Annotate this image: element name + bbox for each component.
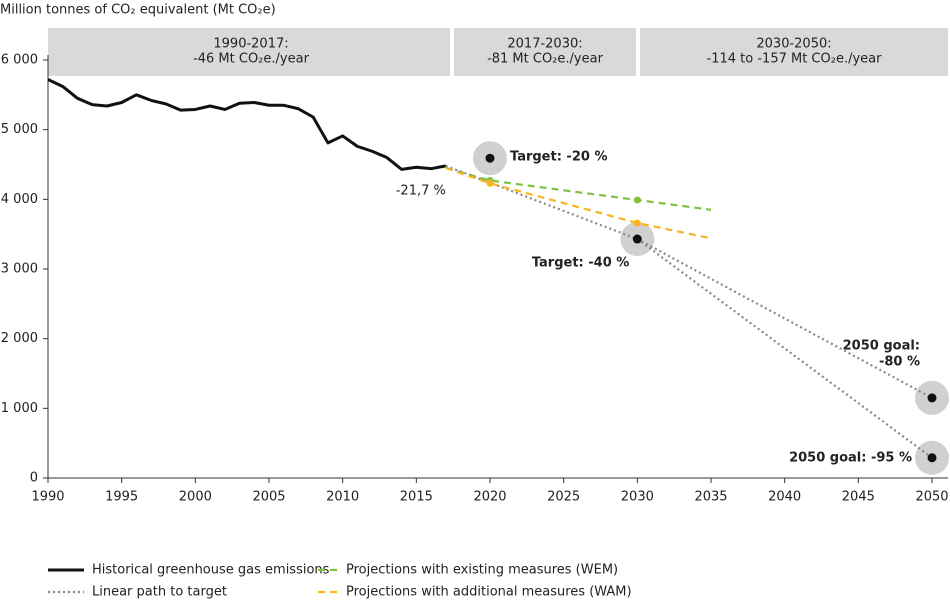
x-tick-label: 1990 <box>31 490 64 505</box>
period-label: -46 Mt CO₂e./year <box>193 52 310 67</box>
target-dot <box>632 234 642 244</box>
x-tick-label: 2030 <box>621 490 654 505</box>
period-label: 2017-2030: <box>507 37 582 52</box>
x-tick-label: 2005 <box>252 490 285 505</box>
period-label: -81 Mt CO₂e./year <box>487 52 604 67</box>
target-label: Target: -20 % <box>510 150 607 165</box>
series-dot <box>486 179 494 187</box>
x-tick-label: 2010 <box>326 490 359 505</box>
legend-label: Linear path to target <box>92 585 227 600</box>
series-line <box>445 166 712 240</box>
x-tick-label: 2000 <box>179 490 212 505</box>
period-label: 1990-2017: <box>213 37 288 52</box>
target-label: 2050 goal: -95 % <box>789 450 912 465</box>
period-box <box>48 28 450 76</box>
period-box <box>640 28 948 76</box>
y-tick-label: 5 000 <box>1 122 38 137</box>
x-tick-label: 2035 <box>694 490 727 505</box>
period-label: 2030-2050: <box>756 37 831 52</box>
y-tick-label: 2 000 <box>1 331 38 346</box>
y-tick-label: 1 000 <box>1 401 38 416</box>
target-dot <box>485 153 495 163</box>
x-tick-label: 2040 <box>768 490 801 505</box>
y-tick-label: 0 <box>30 471 38 486</box>
legend-label: Projections with existing measures (WEM) <box>346 563 618 578</box>
y-tick-label: 6 000 <box>1 53 38 68</box>
target-dot <box>927 393 937 403</box>
x-tick-label: 2015 <box>400 490 433 505</box>
legend-label: Projections with additional measures (WA… <box>346 585 632 600</box>
legend-label: Historical greenhouse gas emissions <box>92 563 330 578</box>
series-dot <box>633 219 641 227</box>
x-tick-label: 1995 <box>105 490 138 505</box>
y-tick-label: 3 000 <box>1 262 38 277</box>
series-line <box>47 78 447 171</box>
target-label: 2050 goal: <box>843 338 920 353</box>
x-tick-label: 2050 <box>915 490 948 505</box>
series-dot <box>633 196 641 204</box>
period-box <box>454 28 636 76</box>
target-label: -80 % <box>879 354 920 369</box>
series-line <box>445 166 712 211</box>
x-tick-label: 2045 <box>842 490 875 505</box>
period-label: -114 to -157 Mt CO₂e./year <box>707 52 883 67</box>
target-label: Target: -40 % <box>532 256 629 271</box>
series-line <box>445 164 933 459</box>
annotation: -21,7 % <box>396 183 446 198</box>
y-tick-label: 4 000 <box>1 192 38 207</box>
x-tick-label: 2025 <box>547 490 580 505</box>
x-tick-label: 2020 <box>473 490 506 505</box>
y-axis-title: Million tonnes of CO₂ equivalent (Mt CO₂… <box>0 3 276 18</box>
target-dot <box>927 453 937 463</box>
